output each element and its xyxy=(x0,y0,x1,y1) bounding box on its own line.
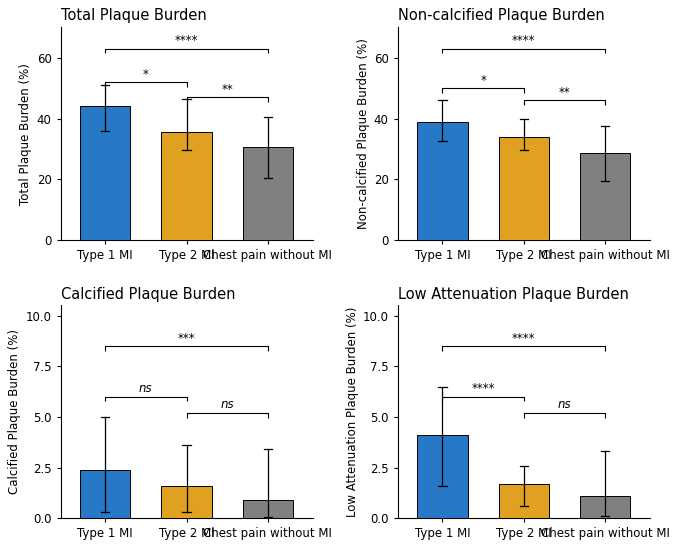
Text: ns: ns xyxy=(220,398,234,412)
Text: ****: **** xyxy=(471,383,495,395)
Bar xyxy=(80,106,131,240)
Bar xyxy=(80,470,131,518)
Y-axis label: Calcified Plaque Burden (%): Calcified Plaque Burden (%) xyxy=(8,329,21,494)
Bar xyxy=(243,147,293,240)
Text: ****: **** xyxy=(512,34,535,47)
Text: *: * xyxy=(480,73,486,87)
Text: *: * xyxy=(143,67,149,81)
Text: ***: *** xyxy=(177,332,195,345)
Text: ns: ns xyxy=(558,398,571,412)
Bar xyxy=(580,153,630,240)
Y-axis label: Low Attenuation Plaque Burden (%): Low Attenuation Plaque Burden (%) xyxy=(345,307,358,517)
Bar xyxy=(580,496,630,518)
Y-axis label: Total Plaque Burden (%): Total Plaque Burden (%) xyxy=(20,63,33,204)
Bar xyxy=(498,484,549,518)
Text: Total Plaque Burden: Total Plaque Burden xyxy=(61,8,206,24)
Bar xyxy=(243,500,293,518)
Bar xyxy=(418,122,468,240)
Text: **: ** xyxy=(558,86,571,99)
Text: ****: **** xyxy=(512,332,535,345)
Text: ns: ns xyxy=(139,383,153,395)
Bar xyxy=(161,132,211,240)
Text: Low Attenuation Plaque Burden: Low Attenuation Plaque Burden xyxy=(398,287,628,301)
Text: ****: **** xyxy=(175,34,199,47)
Bar xyxy=(498,137,549,240)
Bar xyxy=(418,435,468,518)
Y-axis label: Non-calcified Plaque Burden (%): Non-calcified Plaque Burden (%) xyxy=(357,38,370,229)
Text: Calcified Plaque Burden: Calcified Plaque Burden xyxy=(61,287,235,301)
Text: **: ** xyxy=(221,83,233,96)
Text: Non-calcified Plaque Burden: Non-calcified Plaque Burden xyxy=(398,8,605,24)
Bar xyxy=(161,486,211,518)
